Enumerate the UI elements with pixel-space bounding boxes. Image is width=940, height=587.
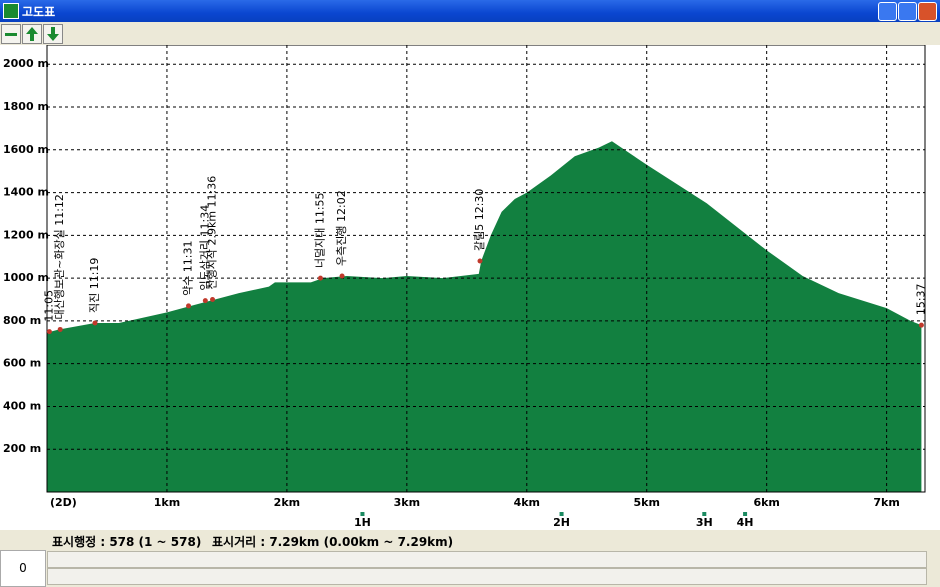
y-tick-label: 1400 m bbox=[3, 186, 49, 199]
close-button[interactable] bbox=[918, 2, 937, 21]
title-bar: 고도표 bbox=[0, 0, 940, 22]
waypoint bbox=[57, 326, 63, 332]
waypoint-label: 11:05 bbox=[42, 290, 55, 322]
hour-label: 1H bbox=[354, 516, 371, 529]
waypoint bbox=[918, 322, 924, 328]
waypoint-label: 15:37 bbox=[914, 283, 927, 315]
y-tick-label: 1000 m bbox=[3, 271, 49, 284]
waypoint-label: 너덜지대 11:55 bbox=[313, 192, 326, 268]
waypoint-label: 임도삼거리 11:34 bbox=[198, 205, 211, 291]
x-tick-label: 4km bbox=[514, 496, 540, 509]
y-tick-label: 2000 m bbox=[3, 57, 49, 70]
x-tick-label: 5km bbox=[634, 496, 660, 509]
waypoint bbox=[339, 273, 345, 279]
hour-marker bbox=[360, 512, 365, 516]
waypoint-label: 갈림5 12:30 bbox=[472, 189, 486, 251]
status-points: 표시행정 : 578 (1 ~ 578) bbox=[52, 535, 202, 549]
waypoint bbox=[92, 320, 98, 326]
waypoint bbox=[317, 275, 323, 281]
x-tick-label: 2km bbox=[274, 496, 300, 509]
scrollbar-bottom[interactable] bbox=[47, 568, 927, 585]
toolbar bbox=[0, 22, 940, 45]
waypoint-label: 우측진행 12:02 bbox=[335, 190, 348, 266]
hour-marker bbox=[702, 512, 707, 516]
waypoint-label: 직진 11:19 bbox=[88, 258, 101, 313]
maximize-button[interactable] bbox=[898, 2, 917, 21]
hour-label: 3H bbox=[696, 516, 713, 529]
y-tick-label: 1800 m bbox=[3, 100, 49, 113]
hour-marker bbox=[559, 512, 564, 516]
x-axis-label: (2D) bbox=[50, 496, 77, 509]
down-button[interactable] bbox=[43, 24, 63, 44]
up-button[interactable] bbox=[22, 24, 42, 44]
waypoint bbox=[186, 303, 192, 309]
y-tick-label: 200 m bbox=[3, 442, 41, 455]
waypoint bbox=[202, 298, 208, 304]
flat-button[interactable] bbox=[1, 24, 21, 44]
scrollbar-top[interactable] bbox=[47, 551, 927, 568]
hour-label: 2H bbox=[553, 516, 570, 529]
status-distance: 표시거리 : 7.29km (0.00km ~ 7.29km) bbox=[212, 535, 454, 549]
elevation-chart: (2D) 200 m 400 m 600 m 800 m 1000 m 1200 m 140… bbox=[0, 45, 940, 530]
x-tick-label: 6km bbox=[753, 496, 779, 509]
y-tick-label: 400 m bbox=[3, 399, 41, 412]
waypoint-label: 약수 11:31 bbox=[181, 240, 195, 295]
waypoint bbox=[210, 297, 216, 303]
window-title: 고도표 bbox=[22, 5, 56, 19]
waypoint-label: 산행시작 2.9km 11:36 bbox=[206, 176, 219, 290]
hour-marker bbox=[743, 512, 748, 516]
waypoint bbox=[477, 258, 483, 264]
elevation-area bbox=[47, 141, 922, 492]
app-icon bbox=[3, 3, 19, 19]
x-tick-label: 7km bbox=[873, 496, 899, 509]
x-tick-label: 1km bbox=[154, 496, 180, 509]
hour-label: 4H bbox=[737, 516, 754, 529]
y-tick-label: 1200 m bbox=[3, 228, 49, 241]
y-tick-label: 800 m bbox=[3, 314, 41, 327]
y-tick-label: 600 m bbox=[3, 357, 41, 370]
x-tick-label: 3km bbox=[394, 496, 420, 509]
y-tick-label: 1600 m bbox=[3, 143, 49, 156]
waypoint-label: 대산행보관~화장실 11:12 bbox=[53, 194, 66, 319]
plot-frame bbox=[46, 45, 926, 493]
waypoint bbox=[46, 329, 52, 335]
minimize-button[interactable] bbox=[878, 2, 897, 21]
scroll-value: 0 bbox=[0, 550, 46, 587]
